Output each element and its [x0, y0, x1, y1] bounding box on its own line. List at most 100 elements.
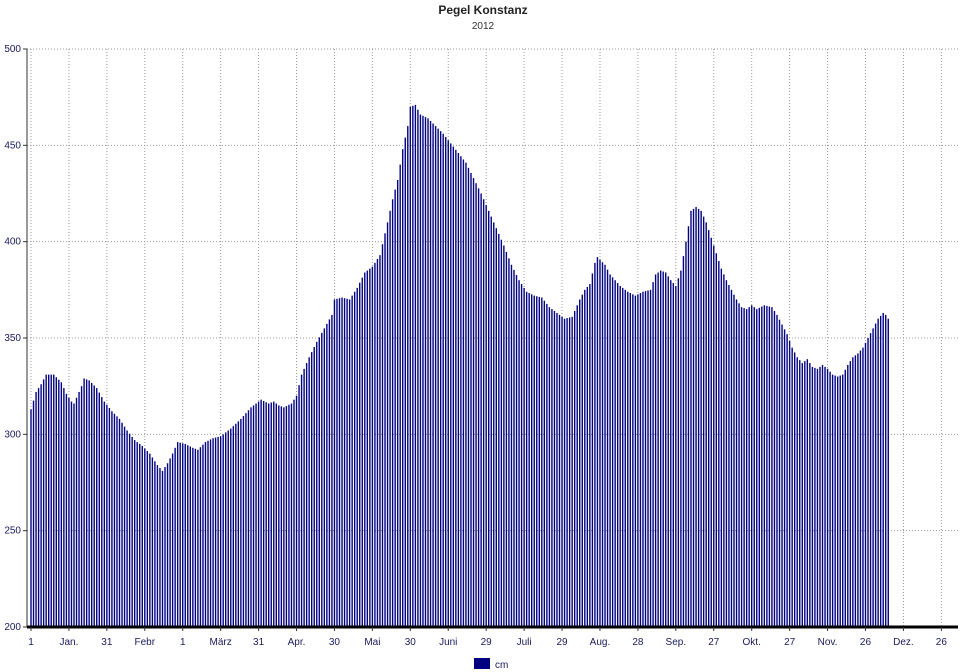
- bar-day-19: [75, 397, 78, 627]
- bar-day-222: [589, 284, 591, 627]
- bar-day-232: [614, 280, 616, 627]
- bar-day-104: [290, 403, 293, 627]
- bar-day-329: [859, 350, 862, 627]
- bar-day-169: [455, 149, 457, 627]
- bar-day-44: [139, 443, 141, 627]
- bar-day-59: [176, 442, 179, 627]
- bar-day-301: [788, 340, 791, 627]
- bar-day-95: [268, 403, 270, 627]
- bar-day-277: [728, 285, 730, 627]
- bar-day-112: [311, 352, 313, 627]
- chart-title: Pegel Konstanz: [438, 3, 527, 17]
- bar-day-191: [510, 264, 513, 627]
- x-tick-label: Nov.: [818, 637, 838, 648]
- bar-day-274: [720, 268, 723, 627]
- bar-day-293: [768, 306, 771, 627]
- bar-day-285: [748, 307, 750, 627]
- bar-day-85: [242, 416, 245, 627]
- bar-day-53: [161, 470, 164, 627]
- bar-day-190: [508, 258, 510, 627]
- bar-day-24: [88, 380, 90, 627]
- bar-day-261: [687, 226, 690, 627]
- bar-day-63: [187, 445, 189, 627]
- bar-day-64: [189, 446, 192, 627]
- bar-day-156: [422, 115, 424, 627]
- bar-day-323: [844, 369, 846, 627]
- bar-day-78: [225, 432, 227, 627]
- bar-day-102: [285, 406, 288, 627]
- bar-day-82: [235, 423, 237, 627]
- bar-day-51: [156, 465, 159, 627]
- bar-day-281: [738, 303, 740, 627]
- chart-subtitle: 2012: [472, 21, 495, 32]
- legend-label-cm: cm: [495, 660, 508, 671]
- bar-day-335: [874, 323, 877, 627]
- bar-day-136: [371, 266, 374, 627]
- bar-day-299: [783, 329, 786, 627]
- bar-day-212: [563, 318, 566, 627]
- bar-day-129: [353, 291, 356, 627]
- bar-day-12: [58, 379, 60, 627]
- bar-day-238: [629, 293, 632, 627]
- bar-day-257: [677, 278, 680, 627]
- bar-day-21: [80, 386, 83, 627]
- bar-day-116: [321, 332, 323, 627]
- bar-day-144: [391, 199, 394, 627]
- bar-day-239: [632, 294, 634, 627]
- bar-day-303: [793, 352, 796, 627]
- bar-day-140: [381, 244, 384, 628]
- bar-day-155: [419, 114, 422, 627]
- bar-day-150: [407, 126, 409, 627]
- bar-day-123: [338, 298, 341, 627]
- bar-day-72: [209, 439, 212, 627]
- bar-day-93: [262, 400, 265, 627]
- bar-day-57: [171, 453, 174, 627]
- bar-day-195: [520, 284, 523, 627]
- bar-day-60: [179, 442, 181, 627]
- bar-day-165: [445, 136, 447, 628]
- bar-day-13: [60, 382, 63, 627]
- y-axis-ticks: 200 250 300 350 400 450 500: [4, 44, 27, 633]
- bar-day-37: [121, 422, 123, 627]
- bar-day-32: [108, 408, 111, 627]
- x-tick-label: Jan.: [59, 637, 78, 648]
- bar-day-117: [323, 328, 326, 627]
- bar-day-50: [154, 461, 156, 627]
- bar-day-130: [356, 287, 358, 627]
- bar-day-188: [503, 245, 505, 627]
- bar-day-149: [404, 137, 406, 627]
- x-tick-label: 26: [860, 637, 872, 648]
- bar-day-70: [204, 442, 207, 627]
- bar-day-163: [439, 131, 442, 627]
- bar-day-211: [561, 316, 563, 627]
- bar-day-92: [260, 399, 262, 627]
- bar-day-316: [826, 368, 829, 627]
- bar-day-38: [123, 426, 126, 627]
- bar-day-289: [758, 307, 760, 627]
- bar-day-109: [303, 368, 305, 627]
- bar-day-247: [652, 282, 654, 627]
- bar-day-8: [48, 374, 50, 627]
- bar-day-56: [169, 458, 171, 627]
- bar-day-7: [45, 374, 47, 627]
- bar-day-148: [402, 149, 404, 627]
- bar-day-110: [305, 363, 308, 627]
- bar-day-263: [692, 208, 695, 627]
- bar-day-223: [591, 273, 594, 627]
- bar-day-251: [662, 271, 664, 627]
- bar-day-98: [275, 403, 277, 627]
- bar-day-330: [862, 347, 864, 627]
- bar-day-173: [465, 162, 467, 628]
- bar-day-6: [42, 379, 45, 627]
- bar-day-164: [442, 133, 444, 627]
- bar-day-143: [389, 210, 391, 627]
- bar-day-79: [227, 430, 229, 627]
- bar-day-194: [518, 280, 520, 627]
- bar-day-234: [619, 285, 621, 627]
- bar-day-199: [531, 294, 533, 627]
- bar-day-230: [609, 274, 611, 627]
- x-tick-label: 29: [556, 637, 568, 648]
- bar-day-66: [194, 448, 197, 627]
- bar-day-131: [359, 282, 361, 627]
- bar-day-55: [166, 463, 169, 627]
